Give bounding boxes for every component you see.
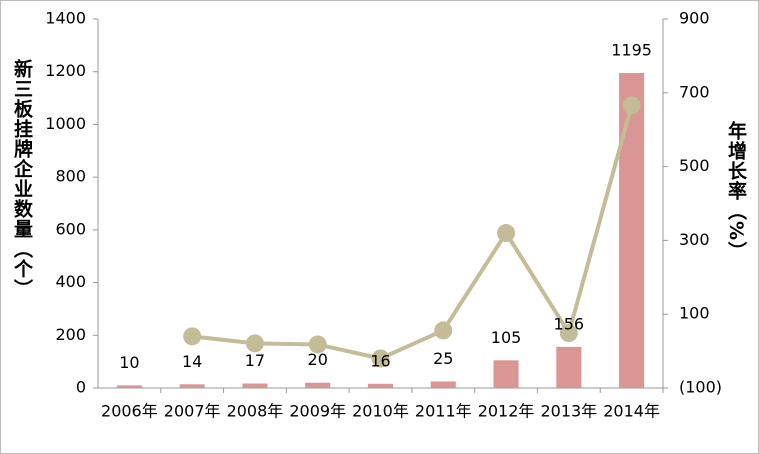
y-tick-label: 600 bbox=[55, 219, 86, 238]
data-label: 1195 bbox=[611, 41, 652, 60]
y2-tick-label: 500 bbox=[679, 156, 710, 175]
bar bbox=[556, 346, 582, 388]
x-tick-label: 2009年 bbox=[289, 402, 346, 421]
line-marker bbox=[497, 224, 516, 243]
y-tick-label: 800 bbox=[55, 167, 86, 186]
y2-tick-label: 100 bbox=[679, 304, 710, 323]
bar bbox=[493, 360, 519, 388]
x-tick-label: 2008年 bbox=[227, 402, 284, 421]
data-label: 17 bbox=[245, 351, 265, 370]
y2-tick-label: 300 bbox=[679, 230, 710, 249]
line-marker bbox=[434, 321, 453, 340]
line-marker bbox=[371, 349, 390, 368]
line-marker bbox=[183, 327, 202, 346]
bar bbox=[430, 381, 456, 388]
bar bbox=[619, 73, 645, 389]
y-tick-label: 1400 bbox=[45, 9, 86, 28]
y-axis-title: 新三板挂牌企业数量（个） bbox=[11, 59, 33, 299]
y-tick-label: 0 bbox=[76, 378, 86, 397]
bar bbox=[305, 382, 331, 388]
line-marker bbox=[245, 334, 264, 353]
data-label: 16 bbox=[370, 351, 390, 370]
y-tick-label: 200 bbox=[55, 325, 86, 344]
bar bbox=[367, 383, 394, 388]
y2-tick-label: 900 bbox=[679, 9, 710, 28]
y-tick-label: 1000 bbox=[45, 114, 86, 133]
y2-tick-label: (100) bbox=[679, 378, 722, 397]
data-label: 25 bbox=[433, 349, 453, 368]
x-tick-label: 2014年 bbox=[603, 402, 660, 421]
x-tick-label: 2012年 bbox=[478, 402, 535, 421]
data-label: 10 bbox=[119, 353, 139, 372]
line-marker bbox=[559, 324, 578, 343]
line bbox=[191, 104, 634, 361]
y2-axis-title: 年增长率（%） bbox=[725, 121, 747, 262]
line-marker bbox=[622, 96, 641, 115]
x-tick-label: 2007年 bbox=[164, 402, 221, 421]
y2-tick-label: 700 bbox=[679, 82, 710, 101]
data-label: 156 bbox=[554, 314, 585, 333]
x-tick-label: 2010年 bbox=[352, 402, 409, 421]
data-label: 105 bbox=[491, 328, 522, 347]
y-tick-label: 1200 bbox=[45, 61, 86, 80]
x-tick-label: 2013年 bbox=[540, 402, 597, 421]
data-label: 14 bbox=[182, 352, 202, 371]
bar bbox=[116, 385, 142, 388]
x-tick-label: 2011年 bbox=[415, 402, 472, 421]
line-marker bbox=[308, 335, 327, 354]
x-tick-label: 2006年 bbox=[101, 402, 158, 421]
bar bbox=[179, 384, 205, 388]
data-label: 20 bbox=[308, 350, 328, 369]
y-tick-label: 400 bbox=[55, 272, 86, 291]
bar bbox=[242, 383, 268, 388]
